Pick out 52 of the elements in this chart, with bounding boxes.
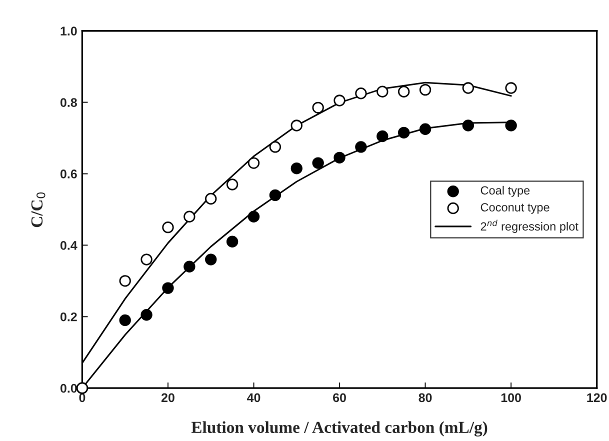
point	[419, 123, 432, 135]
point	[205, 192, 217, 205]
x-tick-label: 80	[418, 393, 432, 402]
point	[119, 314, 131, 326]
point	[162, 282, 174, 294]
x-tick-label: 120	[587, 393, 607, 402]
point	[290, 120, 302, 132]
y-tick-label: 0.6	[60, 170, 77, 178]
point	[398, 126, 410, 139]
point	[226, 178, 238, 190]
point	[505, 82, 517, 94]
point	[398, 86, 410, 98]
point	[162, 221, 174, 234]
point	[355, 141, 367, 153]
point	[205, 254, 217, 266]
point	[505, 120, 517, 132]
point	[376, 130, 388, 142]
point	[334, 94, 346, 106]
x-tick-label: 0	[79, 393, 86, 402]
x-tick-label: 100	[501, 393, 521, 402]
legend-label: Coal type	[480, 186, 530, 197]
y-tick-label: 0.2	[60, 312, 77, 322]
point	[248, 157, 260, 169]
point	[376, 86, 388, 98]
point	[184, 210, 196, 222]
legend-label: Coconut type	[480, 203, 550, 214]
point	[248, 210, 260, 222]
point	[462, 120, 474, 132]
y-axis-title: C/C$_{0}$	[31, 192, 46, 228]
x-axis-title: Elution volume / Activated carbon (mL/g)	[191, 421, 488, 437]
point	[419, 84, 432, 96]
point	[269, 141, 282, 153]
y-tick-label: 0.8	[60, 98, 77, 107]
point	[119, 275, 131, 287]
y-tick-label: 1.0	[60, 26, 77, 36]
point	[140, 309, 152, 321]
legend-label: 2$^{nd}$ regression plot	[480, 220, 578, 233]
point	[290, 162, 302, 174]
point	[462, 82, 474, 94]
point	[140, 254, 152, 266]
point	[312, 102, 324, 114]
point	[355, 88, 367, 100]
point	[269, 189, 282, 202]
point	[184, 260, 196, 272]
x-tick-label: 20	[161, 393, 174, 402]
y-tick-label: 0.0	[60, 384, 77, 393]
x-tick-label: 40	[246, 393, 260, 402]
point	[334, 152, 346, 164]
x-tick-label: 60	[333, 393, 346, 402]
point	[226, 236, 238, 248]
y-tick-label: 0.4	[60, 240, 78, 250]
point	[312, 157, 324, 169]
